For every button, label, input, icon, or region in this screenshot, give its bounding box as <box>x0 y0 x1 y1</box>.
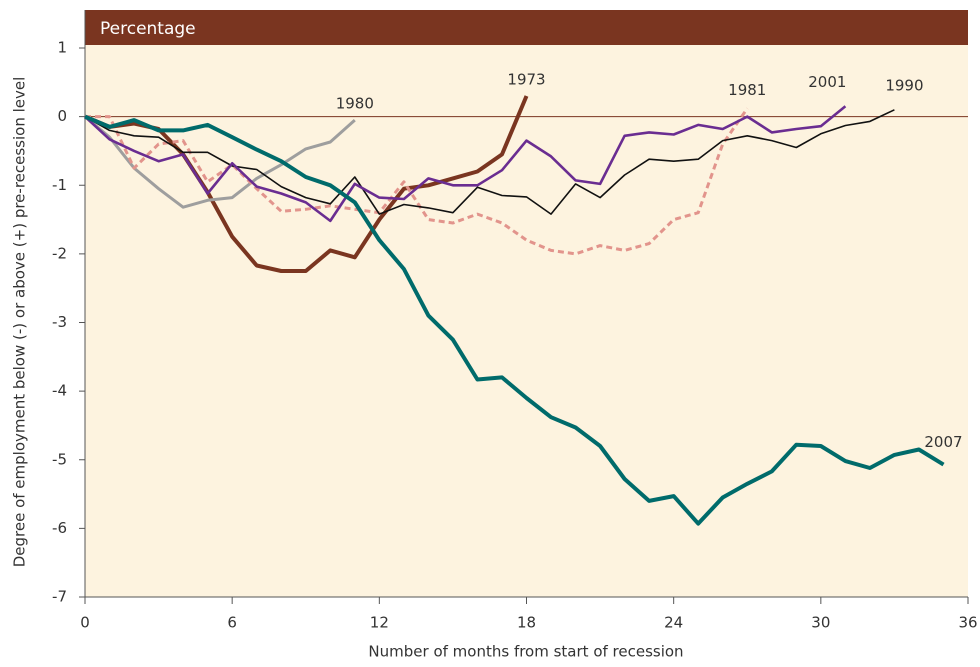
y-tick-label: -2 <box>52 244 67 262</box>
x-tick-label: 18 <box>517 614 536 632</box>
y-tick-label: 1 <box>57 39 67 57</box>
x-tick-label: 6 <box>227 614 237 632</box>
series-label: 2001 <box>808 73 846 91</box>
series-line <box>84 114 945 526</box>
y-tick-label: -6 <box>52 519 67 537</box>
series-label: 1981 <box>728 81 766 99</box>
x-axis-label: Number of months from start of recession <box>368 643 683 661</box>
series-line <box>85 107 749 256</box>
x-tick-label: 24 <box>664 614 683 632</box>
x-tick-label: 12 <box>370 614 389 632</box>
panel-label: Percentage <box>100 19 196 39</box>
plot-background <box>85 10 968 597</box>
series-label: 1980 <box>336 95 374 113</box>
series-label: 1973 <box>507 71 545 89</box>
series-label: 2007 <box>924 433 962 451</box>
series-label: 1990 <box>885 76 923 94</box>
y-tick-label: -5 <box>52 450 67 468</box>
series-line <box>84 109 895 215</box>
series-line <box>84 105 847 223</box>
y-axis-label: Degree of employment below (-) or above … <box>11 77 29 568</box>
y-tick-label: -4 <box>52 382 67 400</box>
panel-header <box>85 10 968 45</box>
y-tick-label: -1 <box>52 176 67 194</box>
y-tick-label: -3 <box>52 313 67 331</box>
y-tick-label: 0 <box>57 107 67 125</box>
x-tick-label: 30 <box>811 614 830 632</box>
x-tick-label: 0 <box>80 614 90 632</box>
y-tick-label: -7 <box>52 588 67 606</box>
x-tick-label: 36 <box>958 614 977 632</box>
